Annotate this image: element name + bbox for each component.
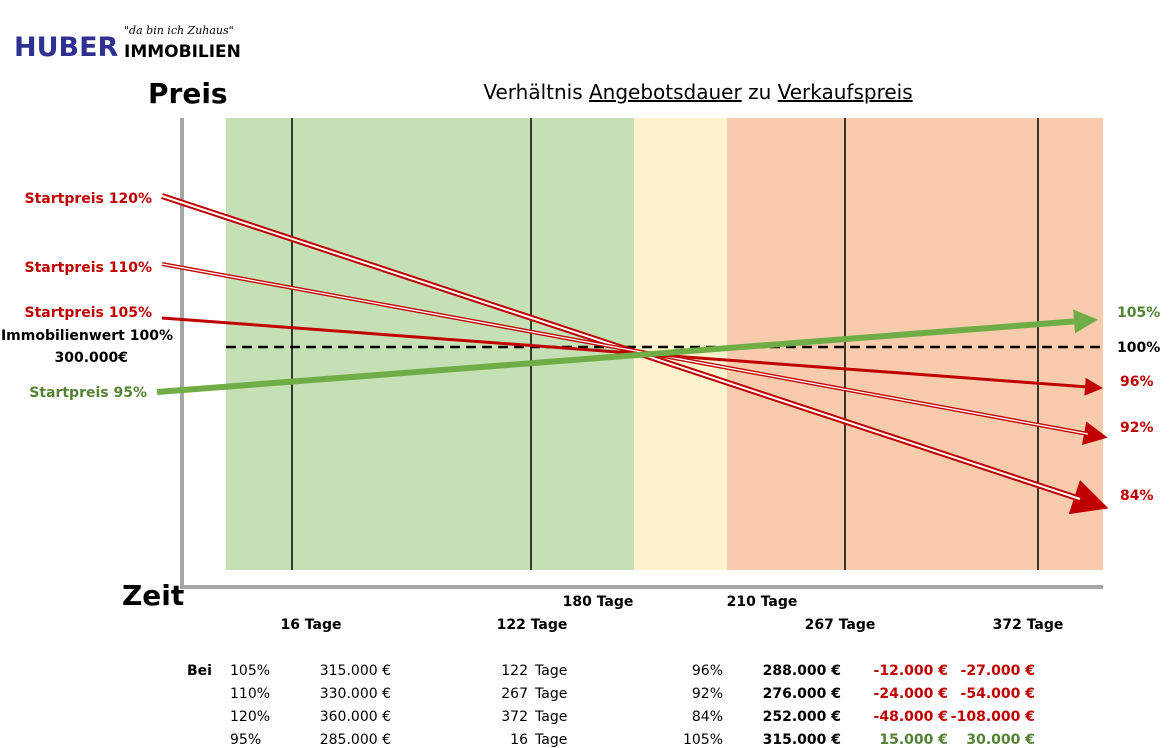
day-marker: 180 Tage	[563, 594, 634, 610]
table-cell: 372	[501, 709, 528, 725]
table-cell: 288.000 €	[763, 663, 841, 679]
end-label: 100%	[1117, 340, 1160, 356]
day-marker: 16 Tage	[280, 617, 341, 633]
value-amount: 300.000€	[54, 350, 128, 366]
table-cell: -54.000 €	[961, 686, 1035, 702]
table-cell: 360.000 €	[320, 709, 391, 725]
table-lead: Bei	[187, 663, 212, 679]
table-cell: 105%	[230, 663, 270, 679]
table-cell: 315.000 €	[763, 732, 841, 748]
table-cell: -24.000 €	[874, 686, 948, 702]
table-cell: -108.000 €	[951, 709, 1035, 725]
table-cell: 267	[501, 686, 528, 702]
zone-green	[226, 118, 634, 570]
day-marker: 122 Tage	[497, 617, 568, 633]
table-cell: Tage	[534, 709, 567, 725]
start-label: Startpreis 110%	[25, 260, 153, 276]
start-label: Startpreis 105%	[25, 305, 153, 321]
end-label: 84%	[1120, 488, 1154, 504]
logo-slogan: "da bin ich Zuhaus"	[124, 24, 234, 37]
start-label: Startpreis 120%	[25, 191, 153, 207]
table-cell: 30.000 €	[966, 732, 1035, 748]
table-cell: 252.000 €	[763, 709, 841, 725]
table-cell: Tage	[534, 686, 567, 702]
table-cell: 16	[510, 732, 528, 748]
table-cell: 285.000 €	[320, 732, 391, 748]
table-cell: Tage	[534, 732, 567, 748]
end-label: 92%	[1120, 420, 1154, 436]
title-part: Angebotsdauer	[589, 80, 742, 104]
table-cell: -27.000 €	[961, 663, 1035, 679]
table: 105% 315.000 € 122 Tage 96% 288.000 € -12.000 …	[230, 663, 1035, 748]
table-cell: -48.000 €	[874, 709, 948, 725]
table-cell: 120%	[230, 709, 270, 725]
y-axis-label: Preis	[148, 77, 228, 110]
end-label: 105%	[1117, 305, 1160, 321]
table-cell: 315.000 €	[320, 663, 391, 679]
title: Verhältnis Angebotsdauer zu Verkaufsprei…	[483, 80, 912, 104]
title-part: Verhältnis	[483, 80, 589, 104]
arrows	[156, 193, 1109, 515]
table-cell: -12.000 €	[874, 663, 948, 679]
axes	[180, 118, 1103, 589]
table-cell: 122	[501, 663, 528, 679]
day-marker: 210 Tage	[727, 594, 798, 610]
table-cell: 15.000 €	[879, 732, 948, 748]
value-label: Immobilienwert 100%	[1, 328, 173, 344]
day-marker: 372 Tage	[993, 617, 1064, 633]
start-label: Startpreis 95%	[29, 385, 147, 401]
x-axis-label: Zeit	[122, 579, 184, 612]
table-cell: 105%	[683, 732, 723, 748]
logo-suffix: IMMOBILIEN	[124, 42, 241, 62]
day-marker: 267 Tage	[805, 617, 876, 633]
table-cell: 92%	[692, 686, 723, 702]
table-cell: 330.000 €	[320, 686, 391, 702]
logo-name: HUBER	[14, 32, 119, 63]
title-part: Verkaufspreis	[778, 80, 913, 104]
title-part: zu	[742, 80, 778, 104]
table-cell: 95%	[230, 732, 261, 748]
end-label: 96%	[1120, 374, 1154, 390]
table-cell: 96%	[692, 663, 723, 679]
table-cell: Tage	[534, 663, 567, 679]
zone-yellow	[634, 118, 727, 570]
table-cell: 84%	[692, 709, 723, 725]
table-cell: 110%	[230, 686, 270, 702]
table-cell: 276.000 €	[763, 686, 841, 702]
